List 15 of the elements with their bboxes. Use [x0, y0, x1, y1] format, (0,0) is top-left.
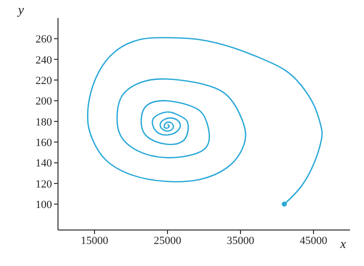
y-tick-label: 260: [36, 34, 52, 46]
y-axis-title: y: [16, 2, 24, 17]
y-tick-label: 120: [36, 178, 52, 190]
y-tick-label: 140: [36, 158, 52, 170]
y-tick-label: 200: [36, 96, 52, 108]
y-tick-label: 240: [36, 54, 52, 66]
x-tick-label: 35000: [226, 234, 255, 247]
x-axis-title: x: [339, 236, 346, 251]
x-tick-label: 45000: [300, 234, 328, 247]
x-tick-label: 15000: [80, 234, 109, 247]
y-tick-label: 160: [36, 137, 52, 150]
y-tick-label: 220: [36, 74, 52, 87]
y-tick-label: 100: [36, 199, 52, 212]
y-tick-label: 180: [36, 116, 52, 128]
x-tick-label: 25000: [154, 234, 182, 247]
